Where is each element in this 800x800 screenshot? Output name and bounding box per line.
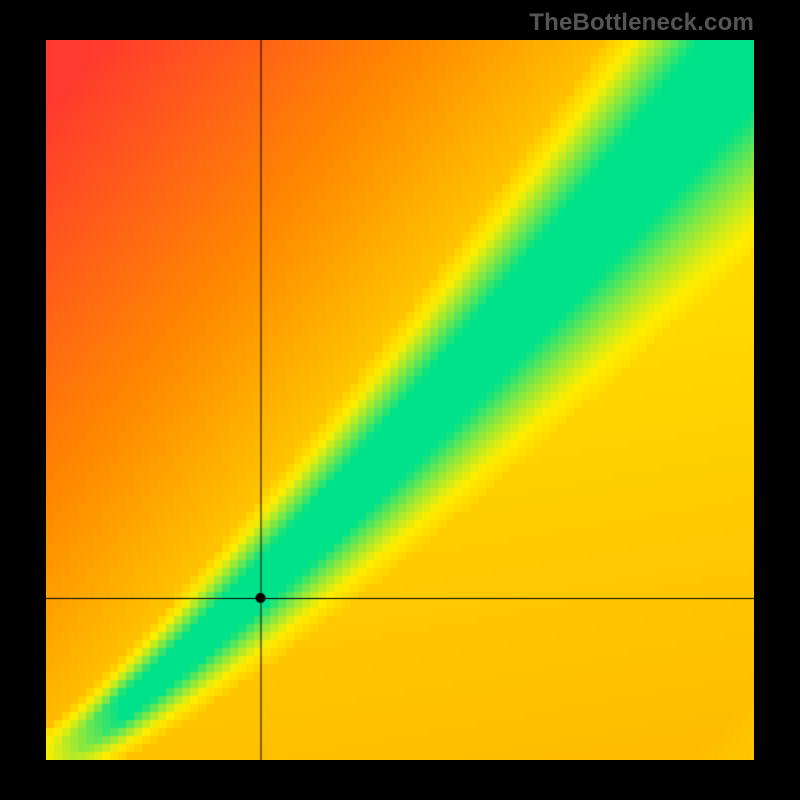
watermark-text: TheBottleneck.com [529, 9, 754, 37]
chart-container: TheBottleneck.com [0, 0, 800, 800]
heatmap-canvas [46, 40, 754, 760]
heatmap-plot [46, 40, 754, 760]
